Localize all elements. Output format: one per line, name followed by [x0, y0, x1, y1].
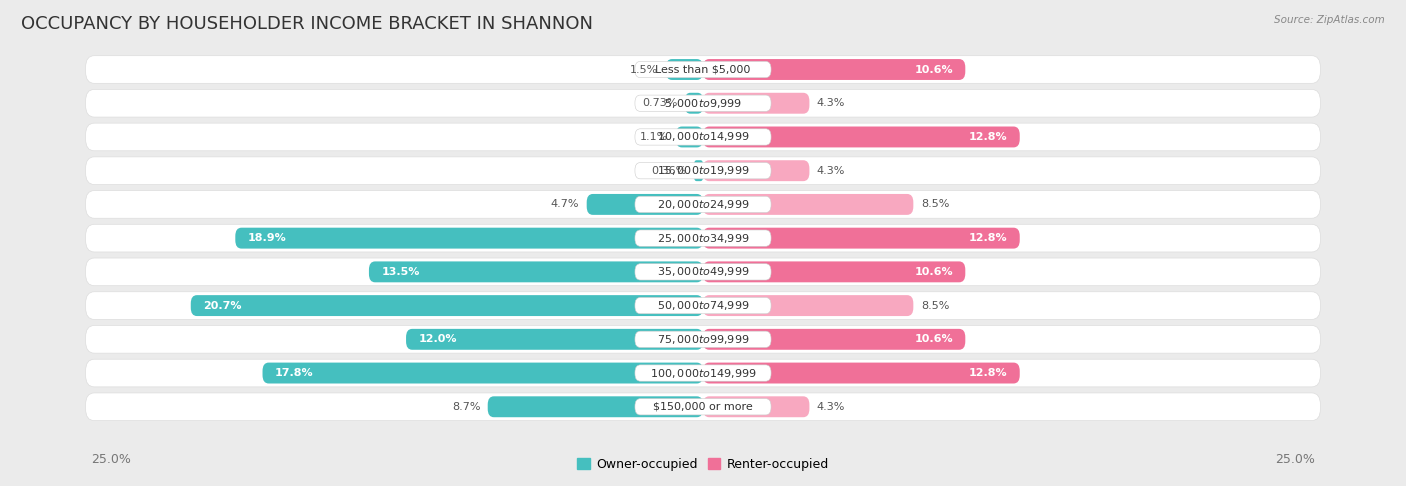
FancyBboxPatch shape: [86, 123, 1320, 151]
Text: 8.5%: 8.5%: [921, 301, 949, 311]
Text: 4.3%: 4.3%: [817, 402, 845, 412]
FancyBboxPatch shape: [368, 261, 703, 282]
FancyBboxPatch shape: [86, 326, 1320, 353]
Text: $150,000 or more: $150,000 or more: [654, 402, 752, 412]
Text: $50,000 to $74,999: $50,000 to $74,999: [657, 299, 749, 312]
Text: 12.8%: 12.8%: [969, 233, 1007, 243]
Text: 1.5%: 1.5%: [630, 65, 658, 74]
Text: $100,000 to $149,999: $100,000 to $149,999: [650, 366, 756, 380]
Text: OCCUPANCY BY HOUSEHOLDER INCOME BRACKET IN SHANNON: OCCUPANCY BY HOUSEHOLDER INCOME BRACKET …: [21, 15, 593, 33]
FancyBboxPatch shape: [636, 196, 770, 212]
FancyBboxPatch shape: [703, 93, 810, 114]
FancyBboxPatch shape: [703, 363, 1019, 383]
FancyBboxPatch shape: [86, 89, 1320, 117]
FancyBboxPatch shape: [703, 396, 810, 417]
Text: $10,000 to $14,999: $10,000 to $14,999: [657, 130, 749, 143]
FancyBboxPatch shape: [703, 295, 914, 316]
FancyBboxPatch shape: [636, 264, 770, 280]
Text: 17.8%: 17.8%: [276, 368, 314, 378]
Text: 4.3%: 4.3%: [817, 166, 845, 175]
Text: 13.5%: 13.5%: [381, 267, 419, 277]
Text: 8.7%: 8.7%: [451, 402, 481, 412]
Text: $20,000 to $24,999: $20,000 to $24,999: [657, 198, 749, 211]
Text: $75,000 to $99,999: $75,000 to $99,999: [657, 333, 749, 346]
FancyBboxPatch shape: [86, 292, 1320, 319]
FancyBboxPatch shape: [86, 359, 1320, 387]
FancyBboxPatch shape: [685, 93, 703, 114]
Text: 1.1%: 1.1%: [640, 132, 668, 142]
Text: $5,000 to $9,999: $5,000 to $9,999: [664, 97, 742, 110]
Text: 10.6%: 10.6%: [914, 334, 953, 344]
FancyBboxPatch shape: [636, 129, 770, 145]
FancyBboxPatch shape: [406, 329, 703, 350]
FancyBboxPatch shape: [86, 56, 1320, 83]
FancyBboxPatch shape: [636, 61, 770, 78]
Text: 25.0%: 25.0%: [91, 453, 131, 466]
FancyBboxPatch shape: [636, 365, 770, 381]
FancyBboxPatch shape: [86, 225, 1320, 252]
FancyBboxPatch shape: [86, 258, 1320, 286]
Text: 12.0%: 12.0%: [419, 334, 457, 344]
FancyBboxPatch shape: [703, 261, 966, 282]
Text: 12.8%: 12.8%: [969, 132, 1007, 142]
Text: $15,000 to $19,999: $15,000 to $19,999: [657, 164, 749, 177]
FancyBboxPatch shape: [86, 157, 1320, 185]
Text: 4.3%: 4.3%: [817, 98, 845, 108]
Text: 0.73%: 0.73%: [643, 98, 678, 108]
Text: $25,000 to $34,999: $25,000 to $34,999: [657, 232, 749, 244]
FancyBboxPatch shape: [666, 59, 703, 80]
FancyBboxPatch shape: [636, 297, 770, 314]
FancyBboxPatch shape: [636, 162, 770, 179]
Text: 18.9%: 18.9%: [247, 233, 287, 243]
FancyBboxPatch shape: [235, 227, 703, 249]
Legend: Owner-occupied, Renter-occupied: Owner-occupied, Renter-occupied: [578, 458, 828, 471]
Text: Source: ZipAtlas.com: Source: ZipAtlas.com: [1274, 15, 1385, 25]
FancyBboxPatch shape: [636, 399, 770, 415]
FancyBboxPatch shape: [636, 230, 770, 246]
FancyBboxPatch shape: [703, 160, 810, 181]
FancyBboxPatch shape: [703, 126, 1019, 147]
FancyBboxPatch shape: [86, 191, 1320, 218]
FancyBboxPatch shape: [263, 363, 703, 383]
FancyBboxPatch shape: [636, 95, 770, 111]
Text: 0.36%: 0.36%: [651, 166, 686, 175]
Text: 20.7%: 20.7%: [202, 301, 242, 311]
FancyBboxPatch shape: [488, 396, 703, 417]
Text: $35,000 to $49,999: $35,000 to $49,999: [657, 265, 749, 278]
Text: 10.6%: 10.6%: [914, 65, 953, 74]
FancyBboxPatch shape: [703, 194, 914, 215]
Text: 10.6%: 10.6%: [914, 267, 953, 277]
FancyBboxPatch shape: [676, 126, 703, 147]
FancyBboxPatch shape: [703, 227, 1019, 249]
FancyBboxPatch shape: [86, 393, 1320, 420]
Text: 8.5%: 8.5%: [921, 199, 949, 209]
FancyBboxPatch shape: [695, 160, 703, 181]
FancyBboxPatch shape: [703, 329, 966, 350]
Text: Less than $5,000: Less than $5,000: [655, 65, 751, 74]
FancyBboxPatch shape: [636, 331, 770, 347]
Text: 4.7%: 4.7%: [551, 199, 579, 209]
FancyBboxPatch shape: [191, 295, 703, 316]
FancyBboxPatch shape: [703, 59, 966, 80]
Text: 12.8%: 12.8%: [969, 368, 1007, 378]
FancyBboxPatch shape: [586, 194, 703, 215]
Text: 25.0%: 25.0%: [1275, 453, 1315, 466]
